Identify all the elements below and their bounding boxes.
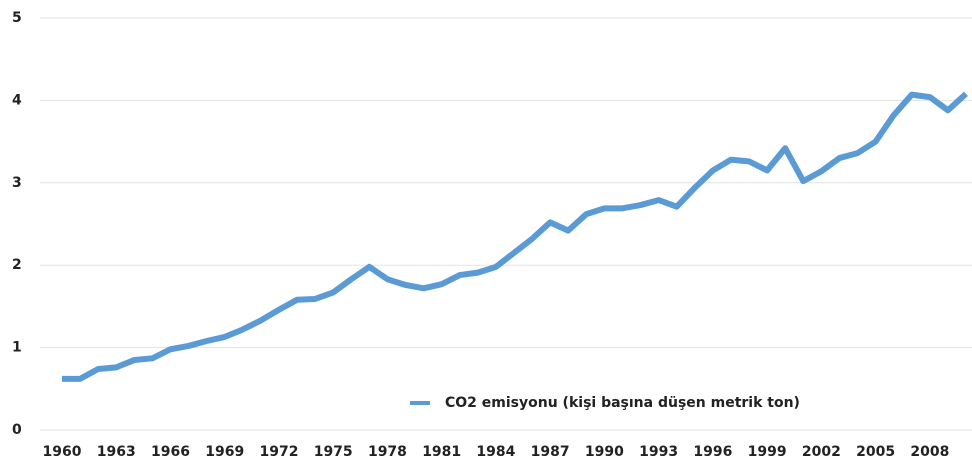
y-tick-label: 2 [12, 257, 22, 273]
x-tick-label: 1969 [205, 444, 244, 460]
x-tick-label: 1999 [748, 444, 787, 460]
y-tick-label: 5 [12, 10, 22, 26]
y-tick-label: 1 [12, 340, 22, 356]
data-line [62, 91, 969, 382]
x-tick-label: 1981 [422, 444, 461, 460]
y-tick-label: 0 [12, 422, 22, 438]
legend-label: CO2 emisyonu (kişi başına düşen metrik t… [445, 395, 800, 411]
x-tick-label: 2008 [910, 444, 949, 460]
x-tick-label: 1984 [476, 444, 515, 460]
x-tick-label: 2005 [856, 444, 895, 460]
x-tick-label: 1993 [639, 444, 678, 460]
x-tick-label: 2002 [802, 444, 841, 460]
x-tick-label: 1996 [693, 444, 732, 460]
y-tick-label: 3 [12, 175, 22, 191]
x-tick-label: 1990 [585, 444, 624, 460]
x-tick-label: 1960 [43, 444, 82, 460]
x-tick-label: 1972 [259, 444, 298, 460]
x-tick-label: 1963 [97, 444, 136, 460]
x-tick-label: 1966 [151, 444, 190, 460]
y-tick-label: 4 [12, 92, 22, 108]
x-tick-label: 1978 [368, 444, 407, 460]
x-tick-label: 1975 [314, 444, 353, 460]
x-tick-label: 1987 [531, 444, 570, 460]
